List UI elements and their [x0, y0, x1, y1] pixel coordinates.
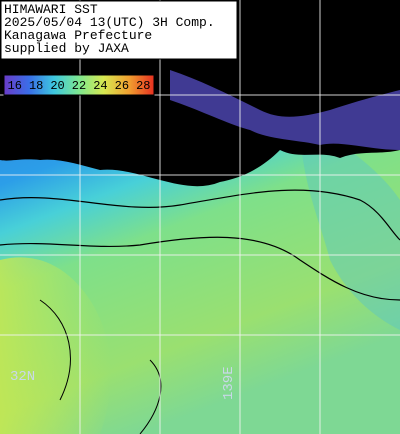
colorbar [3, 74, 155, 96]
longitude-label: 139E [221, 366, 237, 400]
colorbar-tick-label: 20 [50, 79, 64, 93]
colorbar-tick-label: 24 [93, 79, 107, 93]
header-line: 2025/05/04 13(UTC) 3H Comp. [4, 15, 215, 30]
cool-water [300, 120, 400, 330]
header-line: supplied by JAXA [4, 41, 129, 56]
colorbar-tick-label: 16 [8, 79, 22, 93]
latitude-label: 32N [10, 369, 35, 385]
header-box [0, 0, 238, 60]
colorbar-tick-label: 26 [115, 79, 129, 93]
header-line: HIMAWARI SST [4, 2, 98, 17]
cold-water [170, 70, 400, 150]
isotherm [0, 236, 400, 301]
header-line: Kanagawa Prefecture [4, 28, 152, 43]
warm-water [0, 257, 111, 434]
colorbar-tick-label: 22 [72, 79, 86, 93]
isotherm [0, 189, 400, 241]
colorbar-tick-label: 18 [29, 79, 43, 93]
colorbar-tick-label: 28 [136, 79, 150, 93]
colorbar-labels: 16 18 20 22 24 26 28 [8, 79, 151, 93]
